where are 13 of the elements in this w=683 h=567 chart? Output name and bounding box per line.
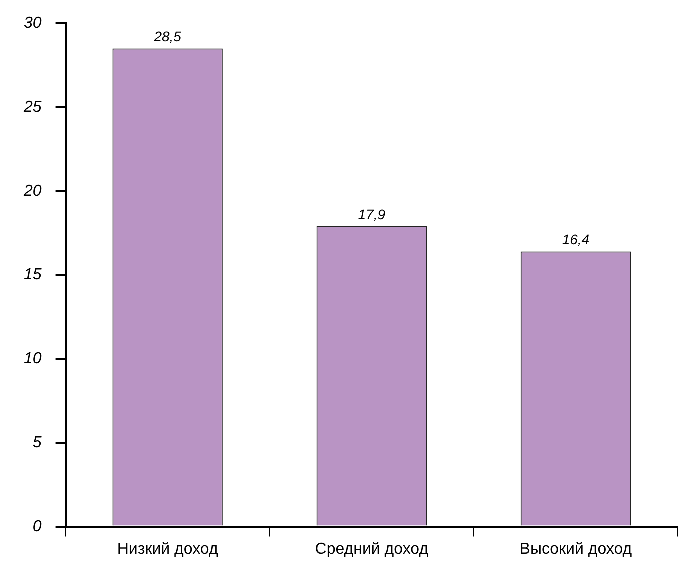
y-tick-label: 10	[24, 350, 42, 368]
data-label: 16,4	[562, 232, 590, 248]
y-tick-label: 30	[24, 15, 42, 32]
y-tick-label: 25	[23, 98, 42, 116]
y-tick-label: 15	[24, 266, 42, 284]
y-tick-label: 0	[32, 518, 42, 536]
y-tick-label: 20	[23, 182, 42, 200]
x-tick-label: Низкий доход	[117, 540, 219, 558]
data-label: 17,9	[358, 206, 386, 222]
data-label: 28,5	[153, 28, 182, 45]
y-tick-label: 5	[32, 434, 42, 452]
x-tick-label: Средний доход	[315, 540, 430, 558]
x-tick-label: Высокий доход	[520, 540, 633, 558]
